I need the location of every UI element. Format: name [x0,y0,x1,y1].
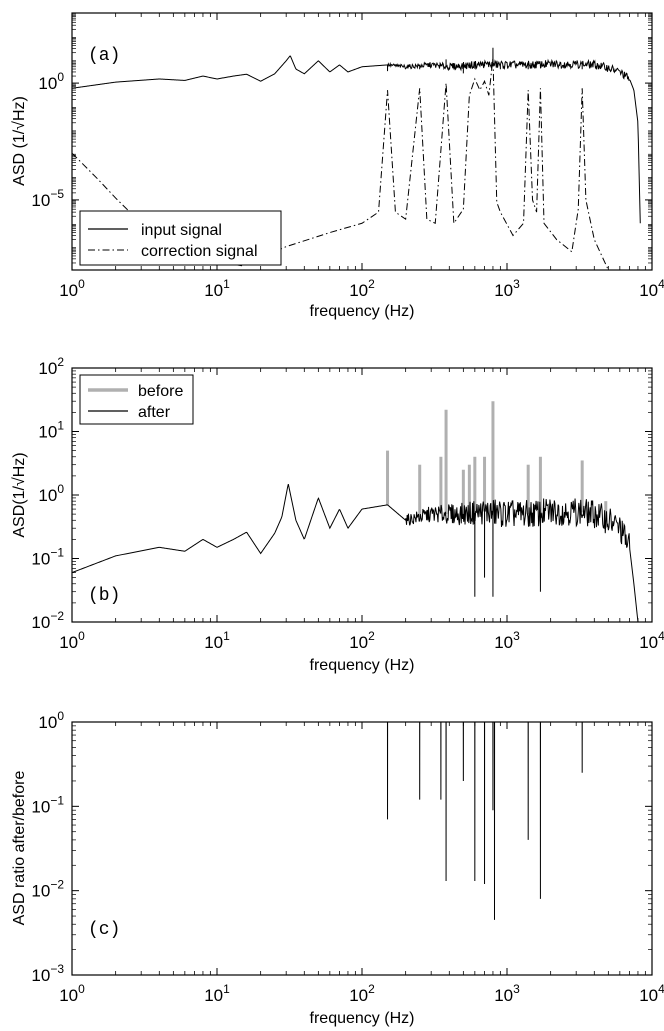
y-tick-label: 10−5 [31,187,64,210]
y-tick-label: 100 [38,709,64,732]
x-tick-label: 100 [59,982,85,1005]
x-tick-label: 102 [349,982,375,1005]
panel-b-legend: before after [79,374,194,425]
x-tick-label: 102 [349,629,375,652]
series-input-signal [71,47,641,224]
series-after [71,484,639,623]
y-tick-label: 10−1 [31,793,64,816]
panel-a-label: (a) [88,46,120,66]
panel-b-ylabel: ASD(1/√Hz) [11,452,28,537]
panel-a-ylabel: ASD (1/√Hz) [11,96,28,186]
panel-a-legend: input signal correction signal [79,210,282,266]
y-tick-label: 100 [38,482,64,505]
y-tick-label: 10−2 [31,878,64,901]
x-tick-label: 101 [204,277,230,300]
x-tick-label: 100 [59,629,85,652]
x-tick-label: 103 [494,982,520,1005]
panel-a-xlabel: frequency (Hz) [310,303,415,320]
x-tick-label: 103 [494,629,520,652]
y-tick-label: 10−3 [31,962,64,985]
panel-a: (a) frequency (Hz) ASD (1/√Hz) 100 101 102… [11,12,664,320]
panel-b: (b) frequency (Hz) ASD(1/√Hz) 100 101 102 1… [11,355,664,674]
x-tick-label: 101 [204,629,230,652]
x-tick-label: 104 [639,629,664,652]
y-tick-label: 10−1 [31,546,64,569]
panel-c-ylabel: ASD ratio after/before [11,771,28,926]
x-tick-label: 102 [349,277,375,300]
legend-before-label: before [138,383,183,400]
x-tick-label: 100 [59,277,85,300]
x-tick-label: 101 [204,982,230,1005]
y-tick-label: 102 [38,355,64,378]
panel-c-label: (c) [88,920,120,940]
panel-b-xlabel: frequency (Hz) [310,657,415,674]
x-tick-label: 104 [639,277,664,300]
y-tick-label: 101 [38,419,64,442]
y-tick-label: 10−2 [31,609,64,632]
y-tick-label: 100 [38,70,64,93]
panel-b-label: (b) [88,586,120,606]
panel-a-legend-box [79,210,282,266]
legend-input-signal-label: input signal [141,222,222,239]
panel-c: (c) frequency (Hz) ASD ratio after/befor… [11,709,664,1027]
panel-c-frame [71,721,653,976]
legend-correction-signal-label: correction signal [141,243,258,260]
panel-b-legend-box [79,374,194,425]
x-tick-label: 103 [494,277,520,300]
series-ratio [72,721,652,920]
panel-c-xlabel: frequency (Hz) [310,1010,415,1027]
legend-after-label: after [138,404,171,421]
x-tick-label: 104 [639,982,664,1005]
